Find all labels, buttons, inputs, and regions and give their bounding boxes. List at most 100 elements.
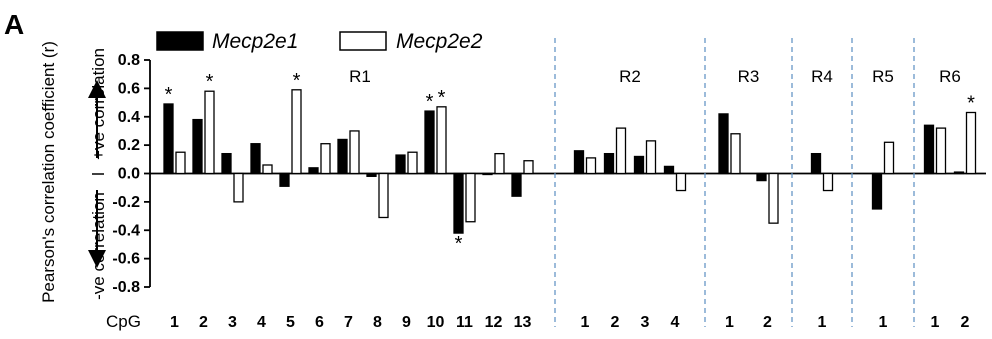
bar-mecp2e2-r1-cpg7 [349, 130, 360, 175]
region-label-r3: R3 [738, 67, 760, 86]
x-tick-label: 10 [427, 314, 445, 331]
bar-mecp2e1-r5-cpg1 [871, 172, 883, 210]
y-tick-label: 0.0 [118, 166, 140, 183]
bar-mecp2e2-r1-cpg1 [175, 151, 186, 175]
y-axis-positive-label: +ve correlation [89, 48, 108, 160]
y-tick-label: -0.2 [112, 194, 140, 211]
x-tick-label: 13 [514, 314, 532, 331]
bar-mecp2e1-r2-cpg3 [633, 155, 645, 175]
bar-mecp2e2-r2-cpg4 [675, 172, 687, 192]
x-tick-label: 12 [485, 314, 503, 331]
bar-mecp2e1-r2-cpg1 [573, 150, 585, 175]
x-tick-label: 3 [228, 314, 237, 331]
bar-mecp2e2-r1-cpg12 [494, 152, 505, 175]
bar-mecp2e2-r6-cpg1 [935, 127, 947, 175]
bar-mecp2e1-r1-cpg11 [453, 172, 464, 234]
bar-mecp2e2-r1-cpg5 [291, 89, 302, 175]
bar-mecp2e2-r1-cpg11 [465, 172, 476, 223]
y-tick-label: 0.6 [118, 80, 140, 97]
x-tick-label: 3 [641, 314, 650, 331]
x-tick-label: 9 [402, 314, 411, 331]
bar-mecp2e2-r1-cpg10 [436, 106, 447, 175]
bar-mecp2e1-r1-cpg8 [366, 172, 377, 177]
bar-mecp2e1-r1-cpg5 [279, 172, 290, 187]
y-tick-label: 0.2 [118, 137, 140, 154]
region-label-r1: R1 [349, 67, 371, 86]
x-tick-label: 1 [725, 314, 734, 331]
x-tick-label: 4 [671, 314, 680, 331]
x-tick-label: 2 [199, 314, 208, 331]
y-tick-label: -0.4 [112, 222, 140, 239]
significance-star: * [455, 233, 463, 255]
bar-mecp2e1-r1-cpg4 [250, 143, 261, 175]
bar-mecp2e1-r1-cpg6 [308, 167, 319, 175]
bar-mecp2e2-r2-cpg1 [585, 157, 597, 175]
x-tick-label: 2 [961, 314, 970, 331]
x-tick-label: 5 [286, 314, 295, 331]
x-tick-label: 7 [344, 314, 353, 331]
significance-star: * [206, 71, 214, 93]
bar-mecp2e2-r1-cpg6 [320, 143, 331, 175]
significance-star: * [293, 70, 301, 92]
bar-mecp2e1-r1-cpg9 [395, 154, 406, 175]
bar-mecp2e2-r3-cpg1 [730, 133, 741, 175]
significance-star: * [165, 84, 173, 106]
significance-star: * [967, 92, 975, 114]
legend-swatch-mecp2e1 [156, 31, 204, 51]
y-tick-label: 0.4 [118, 109, 140, 126]
bar-mecp2e2-r1-cpg4 [262, 164, 273, 175]
significance-star: * [426, 91, 434, 113]
bar-mecp2e1-r1-cpg2 [192, 118, 203, 175]
y-tick-label: 0.8 [118, 52, 140, 69]
x-tick-label: 1 [931, 314, 940, 331]
bar-mecp2e2-r1-cpg2 [204, 90, 215, 175]
y-axis-negative-label: -ve correlation [89, 192, 108, 300]
x-tick-label: 1 [879, 314, 888, 331]
x-tick-label: 4 [257, 314, 266, 331]
region-label-r5: R5 [872, 67, 894, 86]
bar-mecp2e1-r2-cpg2 [603, 152, 615, 175]
bar-mecp2e2-r1-cpg13 [523, 160, 534, 175]
region-label-r2: R2 [619, 67, 641, 86]
bar-mecp2e2-r2-cpg3 [645, 140, 657, 175]
bar-mecp2e1-r1-cpg7 [337, 138, 348, 175]
x-tick-label: 2 [611, 314, 620, 331]
bar-mecp2e1-r4-cpg1 [810, 152, 822, 175]
bar-mecp2e1-r3-cpg1 [718, 113, 729, 175]
legend-swatch-mecp2e2 [339, 31, 387, 51]
legend: Mecp2e1 Mecp2e2 [156, 30, 483, 53]
legend-label-mecp2e2: Mecp2e2 [396, 30, 483, 53]
negative-arrow [88, 190, 106, 268]
y-tick-label: -0.8 [112, 279, 140, 296]
bar-mecp2e1-r6-cpg2 [953, 171, 965, 175]
x-axis-title: CpG [106, 312, 141, 331]
bar-mecp2e1-r1-cpg1 [163, 103, 174, 175]
x-tick-label: 1 [581, 314, 590, 331]
bar-mecp2e2-r5-cpg1 [883, 141, 895, 175]
legend-label-mecp2e1: Mecp2e1 [212, 30, 298, 53]
x-tick-label: 8 [373, 314, 382, 331]
bar-mecp2e1-r1-cpg12 [482, 172, 493, 176]
positive-arrow [88, 80, 106, 158]
bar-mecp2e1-r1-cpg13 [511, 172, 522, 197]
bars-layer [163, 89, 977, 234]
region-label-r4: R4 [811, 67, 833, 86]
bar-mecp2e1-r2-cpg4 [663, 165, 675, 175]
bar-mecp2e1-r3-cpg2 [756, 172, 767, 182]
bar-mecp2e2-r3-cpg2 [768, 172, 779, 224]
bar-mecp2e1-r6-cpg1 [923, 124, 935, 175]
panel-label: A [4, 9, 24, 40]
bar-mecp2e2-r1-cpg9 [407, 151, 418, 175]
region-label-r6: R6 [939, 67, 961, 86]
x-tick-label: 1 [818, 314, 827, 331]
y-axis-title: Pearson's correlation coefficient (r) [39, 41, 58, 303]
bar-mecp2e1-r1-cpg10 [424, 110, 435, 175]
bar-mecp2e2-r1-cpg3 [233, 172, 244, 203]
x-tick-label: 11 [456, 314, 473, 331]
x-tick-label: 2 [763, 314, 772, 331]
bar-mecp2e2-r2-cpg2 [615, 127, 627, 175]
y-tick-label: -0.6 [112, 251, 140, 268]
significance-star: * [438, 87, 446, 109]
bar-mecp2e1-r1-cpg3 [221, 152, 232, 175]
